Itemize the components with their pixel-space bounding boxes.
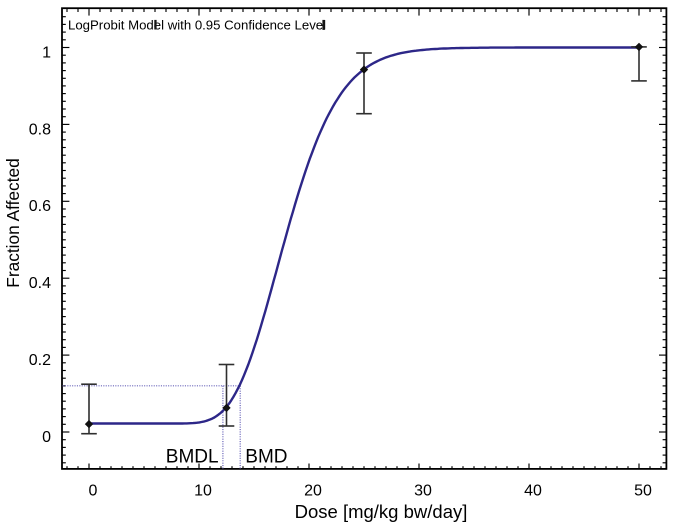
svg-text:LogProbit Model with 0.95 Conf: LogProbit Model with 0.95 Confidence Lev… — [68, 18, 326, 33]
svg-text:0.4: 0.4 — [29, 275, 51, 292]
svg-text:0.6: 0.6 — [29, 198, 51, 215]
svg-text:0: 0 — [89, 483, 98, 500]
svg-text:Dose [mg/kg bw/day]: Dose [mg/kg bw/day] — [295, 501, 468, 522]
svg-text:0.2: 0.2 — [29, 352, 51, 369]
svg-text:20: 20 — [304, 483, 322, 500]
svg-text:40: 40 — [524, 483, 542, 500]
svg-text:10: 10 — [194, 483, 212, 500]
svg-text:BMDL: BMDL — [166, 447, 219, 468]
svg-text:1: 1 — [42, 44, 51, 61]
svg-text:0: 0 — [42, 429, 51, 446]
svg-text:Fraction Affected: Fraction Affected — [3, 158, 23, 287]
svg-text:30: 30 — [414, 483, 432, 500]
svg-text:BMD: BMD — [245, 447, 287, 468]
svg-text:50: 50 — [634, 483, 652, 500]
svg-text:0.8: 0.8 — [29, 121, 51, 138]
